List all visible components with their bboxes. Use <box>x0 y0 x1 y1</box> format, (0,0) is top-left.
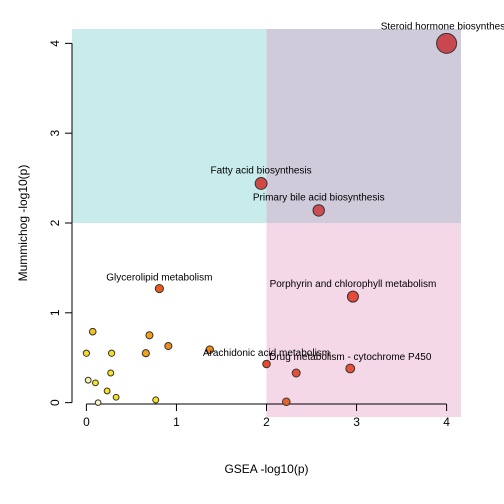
data-point <box>112 393 120 401</box>
data-point <box>84 376 92 384</box>
y-axis-ticks: 0 1 2 3 4 <box>48 40 72 406</box>
data-point <box>92 379 99 387</box>
quadrant-bottom-right <box>266 223 461 417</box>
data-point <box>94 399 102 406</box>
data-point <box>154 283 164 294</box>
x-tick-label: 1 <box>173 415 180 429</box>
x-axis-title: GSEA -log10(p) <box>224 462 308 476</box>
data-point <box>254 177 268 190</box>
data-point <box>262 359 271 369</box>
data-point <box>82 349 91 357</box>
data-point <box>346 290 359 303</box>
point-label: Fatty acid biosynthesis <box>211 166 312 177</box>
point-label: Arachidonic acid metabolism <box>203 348 330 359</box>
data-point <box>436 32 458 54</box>
data-point <box>164 341 173 351</box>
y-tick-label: 0 <box>48 399 62 406</box>
data-point <box>282 397 291 407</box>
point-labels: Steroid hormone biosynthesis Fatty acid b… <box>106 21 504 363</box>
y-tick-label: 1 <box>48 309 62 316</box>
quadrant-top-left <box>72 29 267 223</box>
data-point <box>312 204 325 217</box>
y-tick-label: 2 <box>48 219 62 226</box>
data-point <box>107 369 115 377</box>
point-label: Primary bile acid biosynthesis <box>253 193 385 204</box>
data-points <box>82 32 458 407</box>
y-tick-label: 4 <box>48 40 62 47</box>
data-point <box>291 368 301 378</box>
data-point <box>345 363 356 374</box>
quadrant-backgrounds <box>72 29 461 417</box>
x-tick-label: 2 <box>263 415 270 429</box>
x-tick-label: 4 <box>443 415 450 429</box>
quadrant-top-right <box>266 29 461 223</box>
data-point <box>152 396 160 404</box>
data-point <box>108 349 116 357</box>
data-point <box>88 327 97 336</box>
data-point <box>103 387 111 395</box>
data-point <box>145 331 154 340</box>
x-tick-label: 3 <box>353 415 360 429</box>
x-tick-label: 0 <box>83 415 90 429</box>
point-label: Drug metabolism - cytochrome P450 <box>269 352 432 363</box>
data-point <box>205 345 215 354</box>
data-point <box>141 349 150 358</box>
y-tick-label: 3 <box>48 130 62 137</box>
point-label: Steroid hormone biosynthesis <box>381 21 504 32</box>
x-axis-ticks: 0 1 2 3 4 <box>83 404 450 429</box>
point-label: Porphyrin and chlorophyll metabolism <box>270 279 437 290</box>
y-axis-title: Mummichog -log10(p) <box>16 165 30 282</box>
point-label: Glycerolipid metabolism <box>106 272 212 283</box>
